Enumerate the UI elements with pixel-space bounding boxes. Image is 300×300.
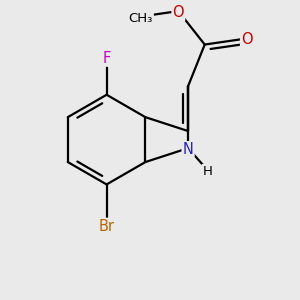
Text: O: O (241, 32, 253, 47)
Text: Br: Br (99, 219, 115, 234)
Text: O: O (172, 5, 184, 20)
Text: CH₃: CH₃ (128, 11, 153, 25)
Text: F: F (103, 51, 111, 66)
Text: H: H (202, 165, 212, 178)
Text: N: N (183, 142, 194, 157)
